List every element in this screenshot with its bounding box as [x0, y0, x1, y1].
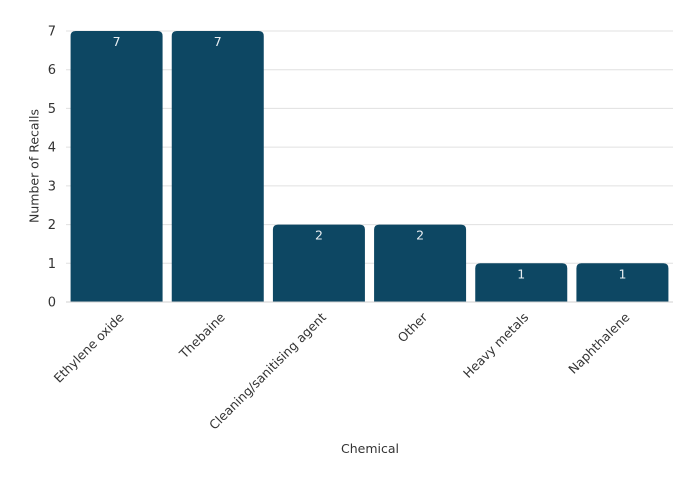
- y-tick-label: 2: [48, 218, 56, 233]
- x-tick-label: Ethylene oxide: [51, 309, 127, 385]
- bar-thebaine: [171, 31, 264, 302]
- bar-value-label: 7: [113, 34, 121, 49]
- x-tick-label: Cleaning/sanitising agent: [206, 309, 329, 432]
- x-tick-label: Naphthalene: [565, 309, 632, 376]
- bar-value-label: 2: [315, 228, 323, 243]
- y-tick-label: 0: [48, 296, 56, 311]
- bar-ethylene-oxide: [70, 31, 163, 302]
- x-axis-title: Chemical: [341, 441, 399, 456]
- bar-value-label: 1: [618, 266, 626, 281]
- y-tick-label: 3: [48, 179, 56, 194]
- y-tick-label: 4: [48, 141, 56, 156]
- bar-other: [374, 224, 467, 302]
- x-tick-label: Thebaine: [176, 309, 228, 361]
- bar-value-label: 2: [416, 228, 424, 243]
- y-tick-label: 6: [48, 63, 56, 78]
- y-tick-label: 7: [48, 25, 56, 40]
- x-tick-label: Heavy metals: [460, 310, 531, 381]
- y-axis-title: Number of Recalls: [26, 108, 42, 224]
- x-tick-label: Other: [394, 309, 430, 345]
- y-tick-label: 1: [48, 257, 56, 272]
- bar-cleaning-sanitising-agent: [272, 224, 365, 302]
- bar-heavy-metals: [475, 263, 568, 302]
- bar-value-label: 7: [214, 34, 222, 49]
- bar-value-label: 1: [517, 266, 525, 281]
- y-tick-label: 5: [48, 102, 56, 117]
- bar-naphthalene: [576, 263, 669, 302]
